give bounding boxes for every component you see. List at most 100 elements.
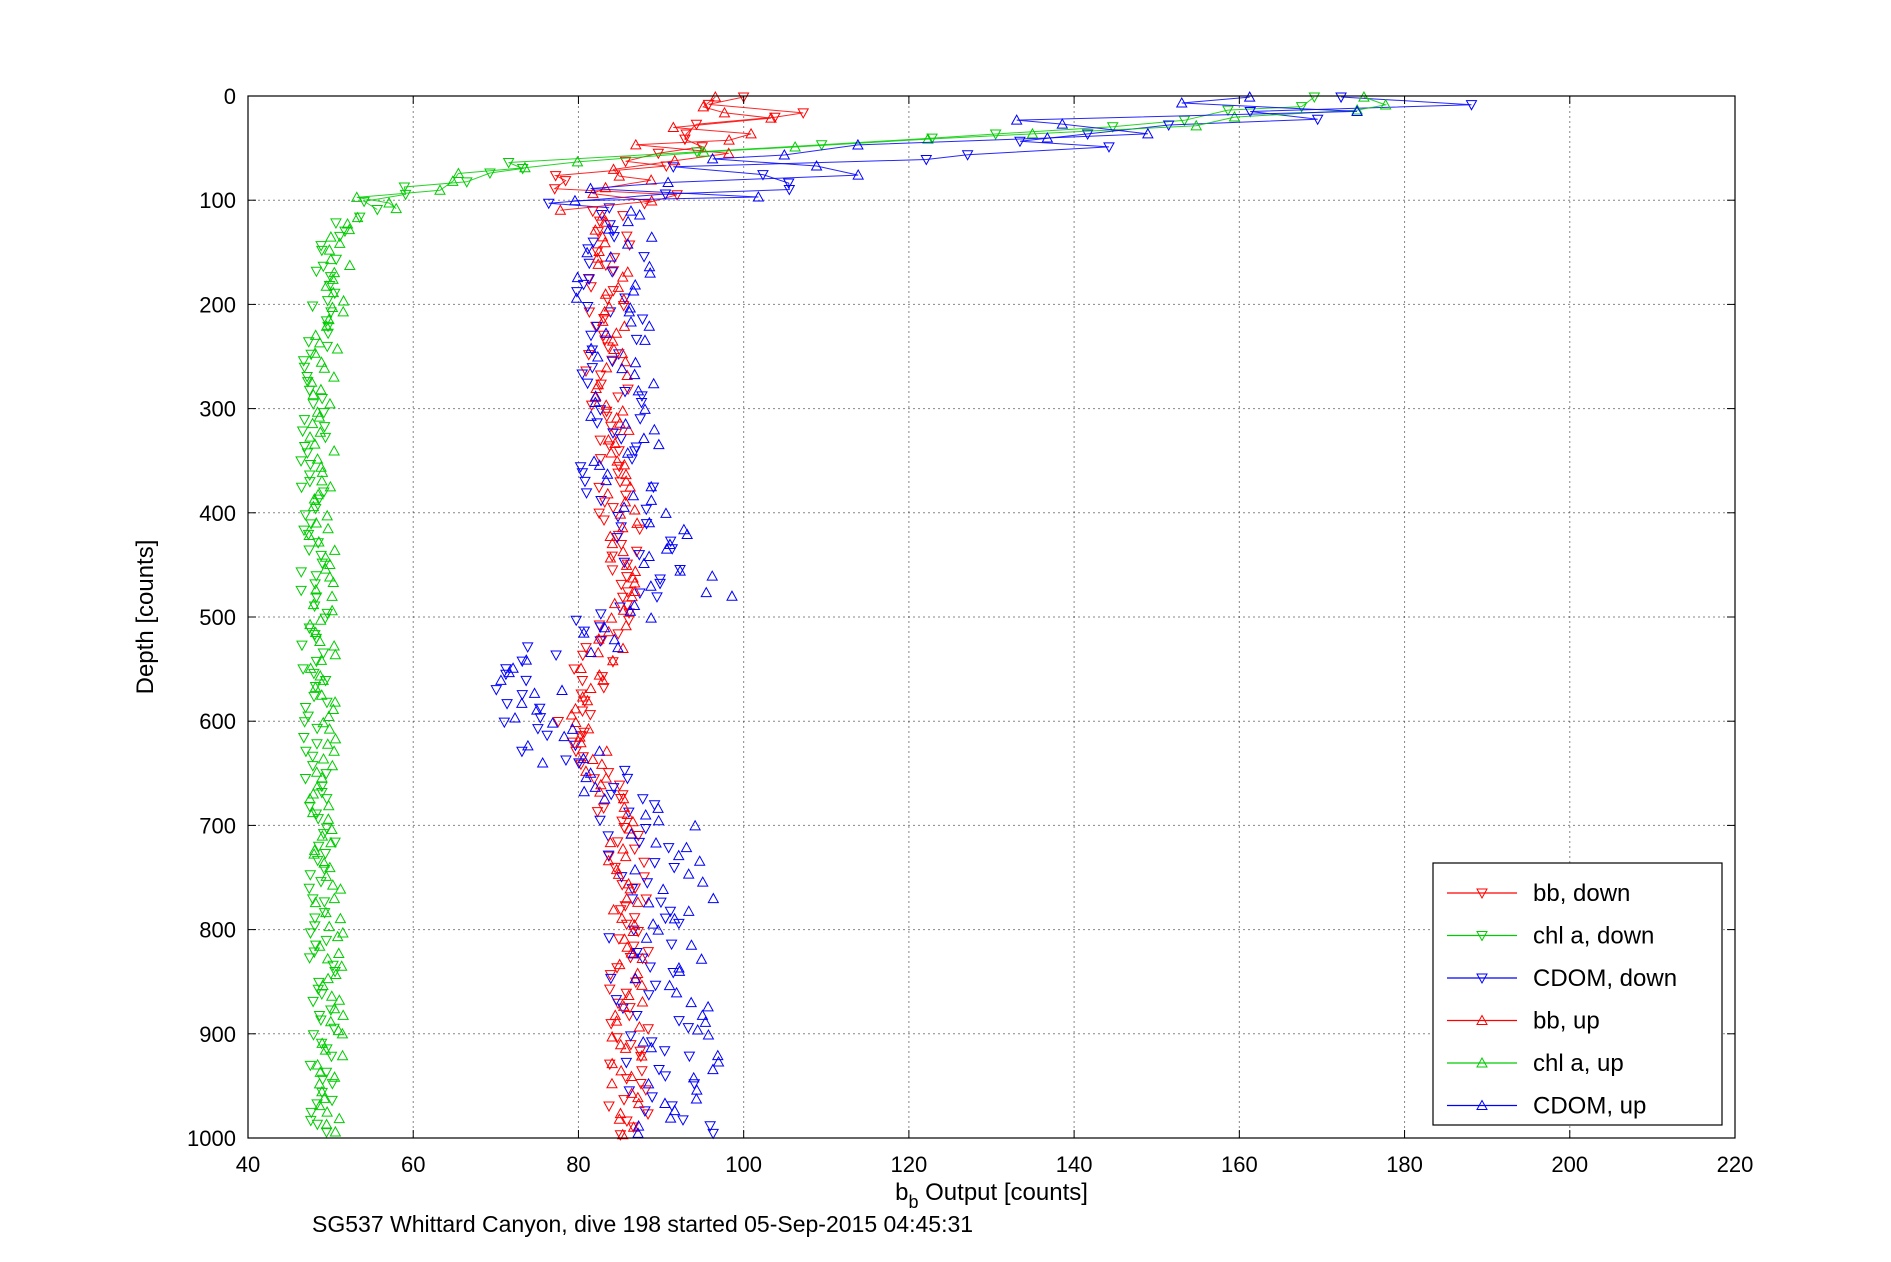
data-point bbox=[621, 1116, 633, 1128]
data-point bbox=[636, 794, 649, 805]
data-point bbox=[575, 759, 587, 771]
data-point bbox=[619, 418, 632, 429]
data-point bbox=[622, 215, 634, 227]
data-point bbox=[633, 524, 646, 536]
data-point bbox=[782, 178, 795, 190]
series-chl-a-down bbox=[295, 92, 1321, 1139]
data-point bbox=[922, 133, 934, 144]
data-point bbox=[702, 1000, 714, 1012]
data-point bbox=[582, 244, 594, 255]
data-point bbox=[1014, 136, 1026, 148]
data-point bbox=[609, 862, 621, 874]
data-point bbox=[603, 933, 615, 944]
data-point bbox=[502, 157, 515, 169]
data-point bbox=[323, 920, 336, 932]
data-point bbox=[614, 793, 627, 805]
data-point bbox=[591, 321, 603, 333]
data-point bbox=[668, 154, 681, 166]
data-point bbox=[653, 1064, 665, 1076]
x-tick-label: 140 bbox=[1056, 1152, 1093, 1177]
data-point bbox=[312, 841, 325, 853]
data-point bbox=[647, 377, 660, 389]
data-point bbox=[667, 121, 680, 133]
data-point bbox=[621, 447, 634, 458]
data-point bbox=[452, 167, 465, 179]
data-point bbox=[314, 614, 327, 625]
data-point bbox=[621, 600, 634, 612]
data-point bbox=[617, 604, 630, 615]
data-point bbox=[632, 896, 644, 907]
data-point bbox=[312, 814, 325, 825]
data-point bbox=[789, 140, 801, 152]
data-point bbox=[769, 112, 781, 124]
data-point bbox=[607, 163, 620, 174]
data-point bbox=[635, 397, 648, 409]
data-point bbox=[606, 537, 619, 549]
data-point bbox=[608, 633, 621, 645]
data-point bbox=[645, 480, 658, 492]
data-point bbox=[336, 1049, 349, 1061]
data-point bbox=[620, 1057, 633, 1069]
data-point bbox=[304, 477, 316, 488]
data-point bbox=[321, 697, 333, 709]
data-point bbox=[636, 995, 649, 1007]
data-point bbox=[626, 454, 638, 465]
data-point bbox=[606, 267, 619, 278]
data-point bbox=[620, 559, 633, 570]
data-point bbox=[575, 662, 587, 674]
data-point bbox=[607, 503, 620, 514]
data-point bbox=[308, 848, 320, 859]
data-point bbox=[299, 703, 312, 714]
data-point bbox=[298, 441, 311, 453]
data-point bbox=[328, 544, 341, 555]
data-point bbox=[296, 640, 308, 652]
data-point bbox=[326, 823, 338, 834]
data-point bbox=[629, 972, 642, 984]
x-tick-label: 80 bbox=[566, 1152, 590, 1177]
data-point bbox=[600, 361, 613, 373]
data-point bbox=[324, 397, 336, 409]
data-point bbox=[633, 550, 646, 561]
data-point bbox=[304, 459, 317, 471]
data-point bbox=[507, 662, 519, 673]
data-point bbox=[333, 237, 346, 248]
data-point bbox=[700, 586, 713, 598]
data-point bbox=[584, 767, 597, 778]
series-cdom-down bbox=[490, 92, 1478, 1140]
data-point bbox=[852, 138, 864, 150]
data-point bbox=[307, 1030, 320, 1041]
data-point bbox=[582, 722, 595, 734]
data-point bbox=[614, 508, 627, 519]
data-point bbox=[619, 156, 632, 168]
data-point bbox=[308, 844, 321, 855]
data-point bbox=[797, 108, 810, 119]
data-point bbox=[295, 585, 308, 597]
data-point bbox=[625, 946, 638, 958]
data-point bbox=[629, 863, 641, 875]
data-point bbox=[580, 765, 592, 776]
data-point bbox=[577, 279, 590, 291]
data-point bbox=[309, 626, 322, 637]
data-point bbox=[569, 194, 581, 206]
legend-marker bbox=[1476, 931, 1488, 942]
data-point bbox=[324, 1015, 337, 1027]
data-point bbox=[706, 570, 719, 581]
y-tick-label: 500 bbox=[199, 605, 236, 630]
data-point bbox=[637, 1035, 650, 1047]
data-point bbox=[570, 746, 582, 758]
legend-label: CDOM, up bbox=[1533, 1093, 1646, 1120]
data-point bbox=[601, 487, 614, 499]
data-point bbox=[323, 723, 336, 734]
data-point bbox=[592, 227, 604, 238]
data-point bbox=[642, 990, 655, 1001]
data-point bbox=[314, 635, 326, 647]
data-point bbox=[316, 394, 329, 405]
data-point bbox=[516, 690, 529, 701]
data-point bbox=[616, 271, 629, 282]
data-point bbox=[629, 356, 642, 368]
data-point bbox=[336, 1027, 349, 1039]
legend-label: CDOM, down bbox=[1533, 965, 1677, 992]
data-point bbox=[306, 894, 319, 905]
data-point bbox=[549, 171, 562, 182]
data-point bbox=[665, 939, 678, 951]
